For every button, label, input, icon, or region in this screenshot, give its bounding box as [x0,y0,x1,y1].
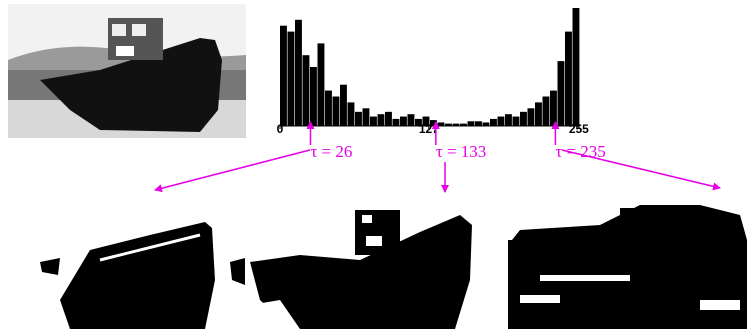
threshold-133-image [250,210,472,329]
bar [333,97,340,127]
bar [558,61,565,126]
bar [310,67,317,126]
bar [340,85,347,126]
figure: 0127255τ = 26τ = 133τ = 235 [0,0,747,329]
bar [490,119,497,126]
bar [520,112,527,126]
bar [318,43,325,126]
bar [400,117,407,126]
bar [385,112,392,126]
bar [363,108,370,126]
bar [550,91,557,126]
bar [325,91,332,126]
bar [393,119,400,126]
threshold-235-image [508,205,747,329]
bar [303,55,310,126]
original-photo [8,4,246,138]
bar [408,114,415,126]
bar [498,117,505,126]
bar [280,26,287,126]
bar [513,117,520,126]
threshold-label: τ = 133 [436,142,486,161]
x-tick-label: 255 [569,122,589,136]
bar [535,102,542,126]
bar [573,8,580,126]
bar [370,117,377,126]
x-tick-label: 0 [277,122,284,136]
threshold-label: τ = 235 [555,142,605,161]
bar [355,112,362,126]
threshold-label: τ = 26 [310,142,352,161]
bar [505,114,512,126]
bar [565,32,572,126]
bar [528,108,535,126]
bar [475,121,482,126]
bar [348,102,355,126]
bar [288,32,295,126]
bar [543,97,550,127]
bar [468,121,475,126]
bar [378,114,385,126]
bar [483,122,490,126]
bar [295,20,302,126]
threshold-26-image [40,222,245,329]
